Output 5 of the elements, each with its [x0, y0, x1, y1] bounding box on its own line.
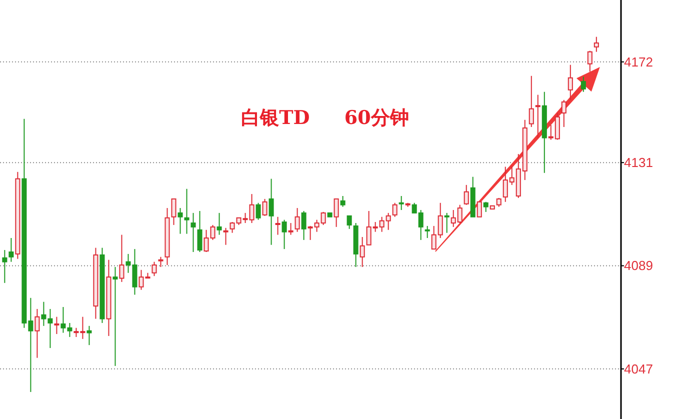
text: 白银TD 60分钟	[241, 107, 409, 129]
y-tick-label: 4047	[624, 361, 653, 376]
y-tick-label: 4172	[624, 54, 653, 70]
y-tick-label: 4131	[624, 155, 653, 170]
y-tick-label: 4089	[624, 258, 653, 274]
